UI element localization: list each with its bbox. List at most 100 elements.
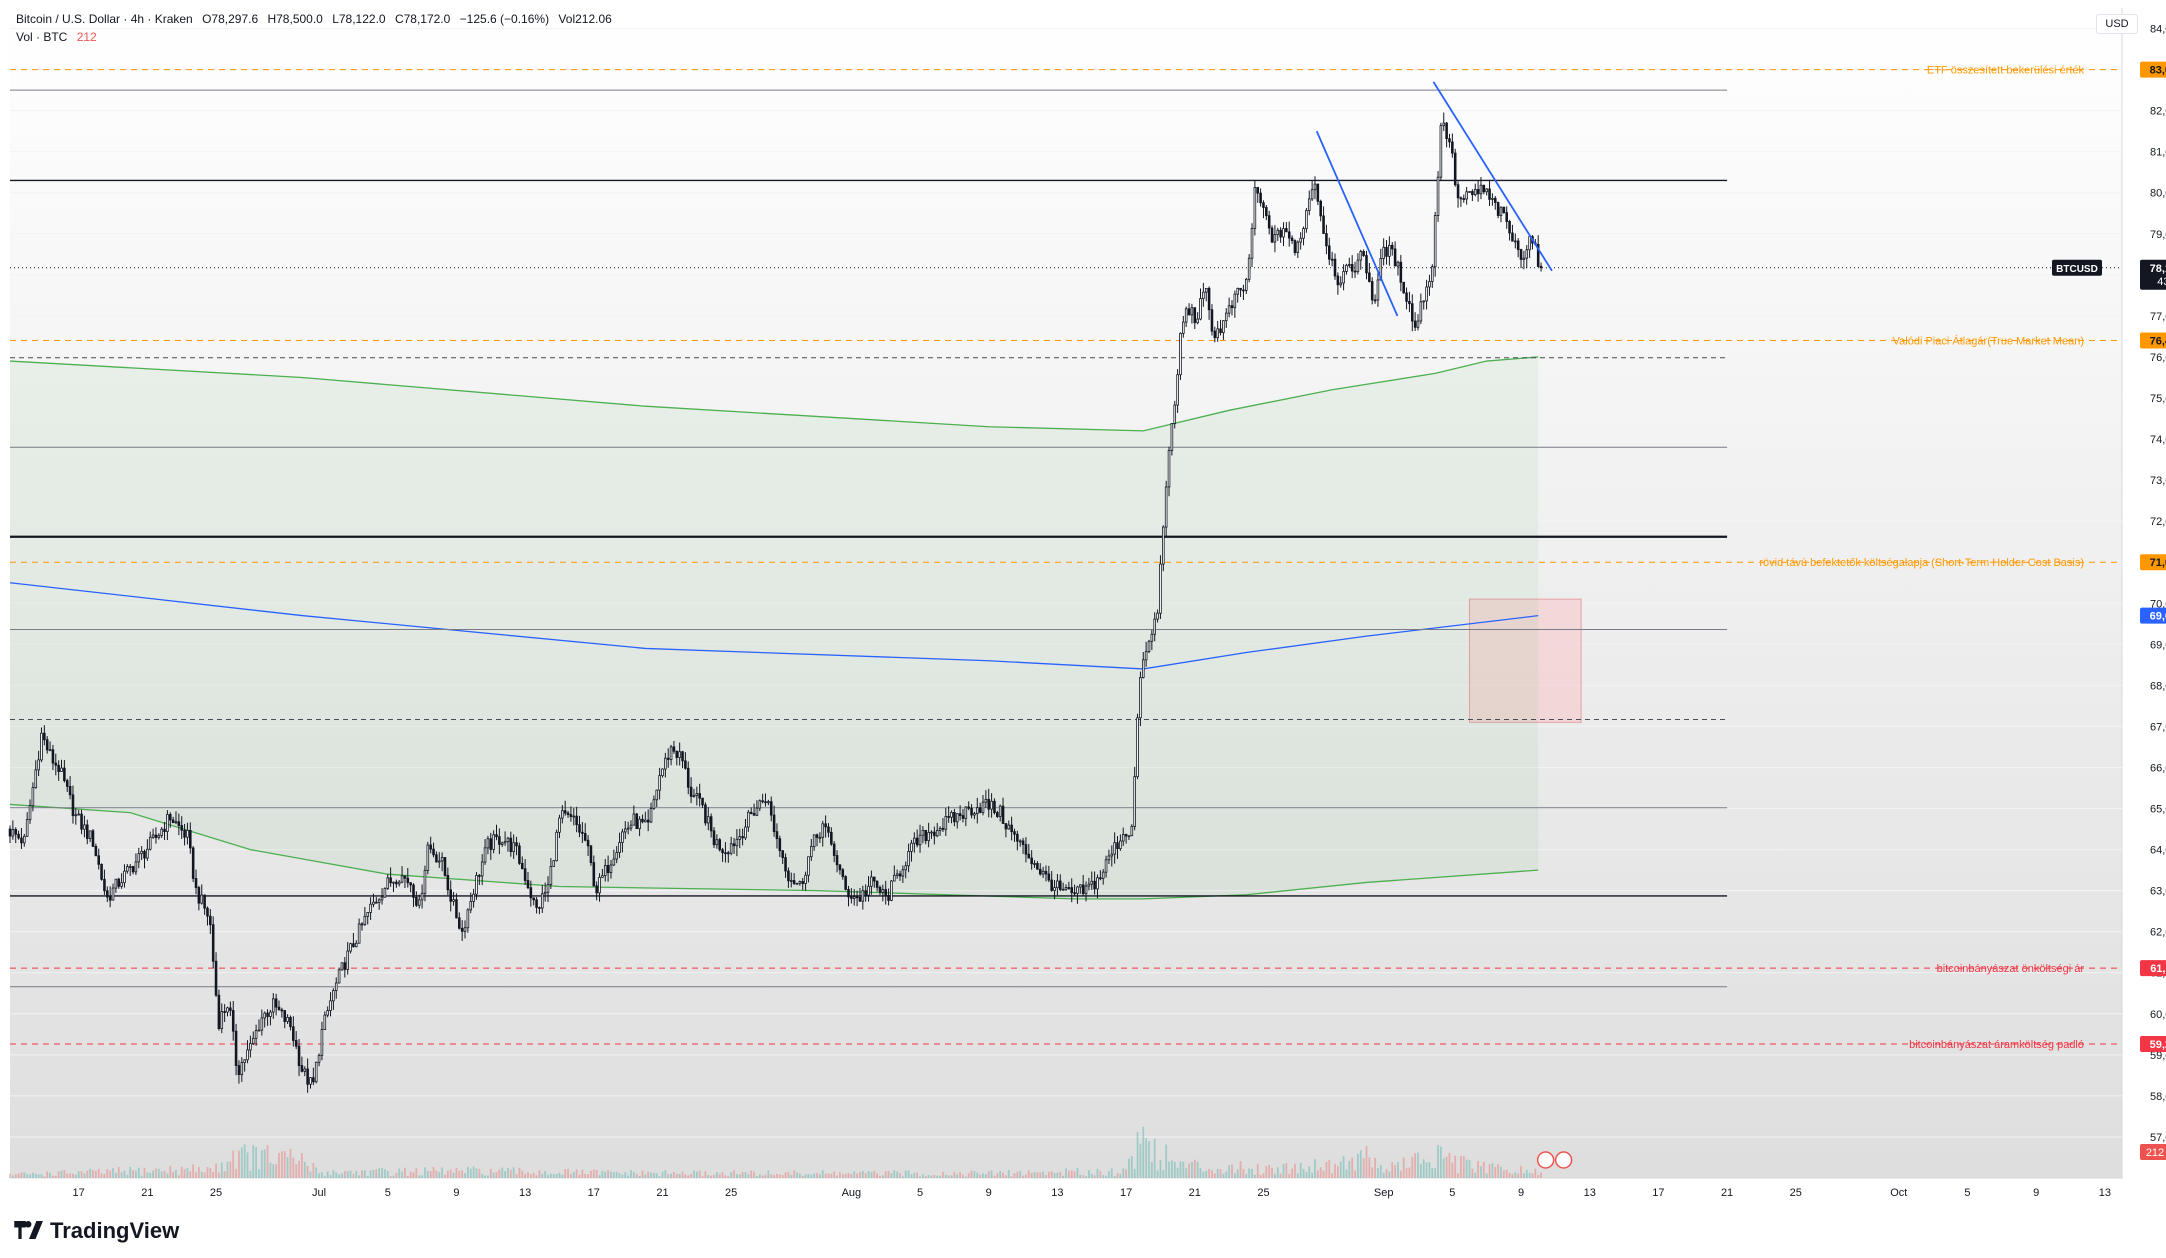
volume-bar xyxy=(1196,1161,1199,1178)
volume-bar xyxy=(455,1167,458,1178)
candle-body xyxy=(203,894,206,909)
volume-bar xyxy=(258,1169,260,1178)
candle-body xyxy=(1482,184,1486,193)
price-tick-label: 63,000.0 xyxy=(2150,886,2166,898)
time-tick-label: 21 xyxy=(656,1187,668,1199)
candle-body xyxy=(1453,152,1457,186)
volume-bar xyxy=(681,1171,684,1178)
candle-body xyxy=(409,882,412,886)
candle-body xyxy=(392,881,395,884)
candle-body xyxy=(191,847,195,879)
sma-green-lower-line xyxy=(9,803,1539,900)
candle-body xyxy=(357,923,361,944)
candle-body xyxy=(1445,122,1448,140)
candle-body xyxy=(146,848,149,859)
candle-body xyxy=(151,834,155,838)
candle-body xyxy=(1522,257,1526,260)
candle-body xyxy=(749,811,753,814)
candle-body xyxy=(1310,189,1314,200)
candle-body xyxy=(1345,264,1348,272)
volume-bar xyxy=(117,1167,120,1178)
volume-bar xyxy=(197,1167,200,1178)
candle-body xyxy=(646,819,650,823)
currency-button[interactable]: USD xyxy=(2096,14,2138,34)
candle-body xyxy=(1431,266,1434,282)
candle-body xyxy=(246,1049,249,1061)
candle-body xyxy=(1365,255,1368,274)
volume-bar xyxy=(1319,1167,1322,1178)
volume-bar xyxy=(1105,1175,1107,1178)
volume-bar xyxy=(827,1173,830,1178)
candle-body xyxy=(51,749,55,764)
volume-bar xyxy=(1059,1172,1062,1178)
volume-bar xyxy=(1045,1174,1047,1178)
candle-body xyxy=(821,823,825,838)
volume-bar xyxy=(999,1171,1002,1178)
volume-bar xyxy=(976,1172,979,1178)
candle-body xyxy=(1101,871,1105,879)
time-tick-label: 13 xyxy=(1051,1187,1063,1199)
candle-body xyxy=(94,845,98,857)
candle-body xyxy=(294,1040,298,1047)
volume-bar xyxy=(761,1175,764,1178)
volume-bar xyxy=(818,1174,821,1178)
volume-bar xyxy=(1253,1174,1256,1178)
volume-indicator-title[interactable]: Vol · BTC xyxy=(16,30,68,44)
volume-bar xyxy=(278,1152,280,1178)
candle-body xyxy=(1539,266,1543,269)
candle-body xyxy=(1239,287,1242,291)
volume-bar xyxy=(240,1147,243,1178)
candle-body xyxy=(263,1012,266,1019)
candle-body xyxy=(758,800,762,809)
symbol-title[interactable]: Bitcoin / U.S. Dollar · 4h · Kraken xyxy=(16,12,193,26)
volume-bar xyxy=(979,1174,982,1178)
candle-body xyxy=(377,899,381,903)
volume-bar xyxy=(1460,1155,1462,1178)
brand[interactable]: TradingView xyxy=(14,1218,179,1244)
candle-body xyxy=(1405,292,1408,302)
volume-bar xyxy=(927,1175,930,1178)
volume-bar xyxy=(235,1168,237,1178)
candle-body xyxy=(1110,853,1114,857)
time-axis-area xyxy=(0,1179,2166,1207)
candle-body xyxy=(709,816,713,832)
volume-bar xyxy=(446,1170,449,1178)
candle-body xyxy=(1471,191,1474,196)
candle-body xyxy=(606,865,610,874)
candle-body xyxy=(1136,717,1139,778)
candle-body xyxy=(1076,886,1079,894)
volume-bar xyxy=(658,1176,661,1178)
symbol-tag-badge xyxy=(2052,259,2102,276)
volume-bar xyxy=(386,1170,389,1178)
volume-bar xyxy=(220,1162,223,1178)
volume-bar xyxy=(72,1173,74,1178)
volume-bar xyxy=(424,1167,426,1178)
candle-body xyxy=(769,801,773,816)
volume-bar xyxy=(255,1147,258,1178)
volume-bar xyxy=(1002,1172,1004,1178)
candle-body xyxy=(1528,236,1531,251)
candle-body xyxy=(157,835,161,838)
candle-body xyxy=(515,842,518,847)
price-tick-label: 60,000.0 xyxy=(2150,1009,2166,1021)
candle-body xyxy=(1282,228,1285,238)
candle-body xyxy=(283,1010,287,1022)
price-tick-label: 57,000.0 xyxy=(2150,1132,2166,1144)
candle-body xyxy=(623,828,627,833)
candle-body xyxy=(1413,320,1417,328)
volume-bar xyxy=(1477,1160,1479,1178)
volume-bar xyxy=(1311,1172,1314,1178)
symbol-tag: BTCUSD xyxy=(2056,264,2098,275)
volume-bar xyxy=(120,1172,123,1178)
price-tick-label: 69,000.0 xyxy=(2150,639,2166,651)
volume-bar xyxy=(349,1170,352,1178)
volume-bar xyxy=(1213,1173,1216,1178)
volume-bar xyxy=(1437,1144,1439,1178)
candle-body xyxy=(360,923,364,926)
sma-band-fill xyxy=(10,356,1539,899)
candle-body xyxy=(214,960,218,996)
volume-bar xyxy=(630,1170,632,1178)
candle-body xyxy=(506,837,510,843)
volume-bar xyxy=(1225,1171,1228,1178)
